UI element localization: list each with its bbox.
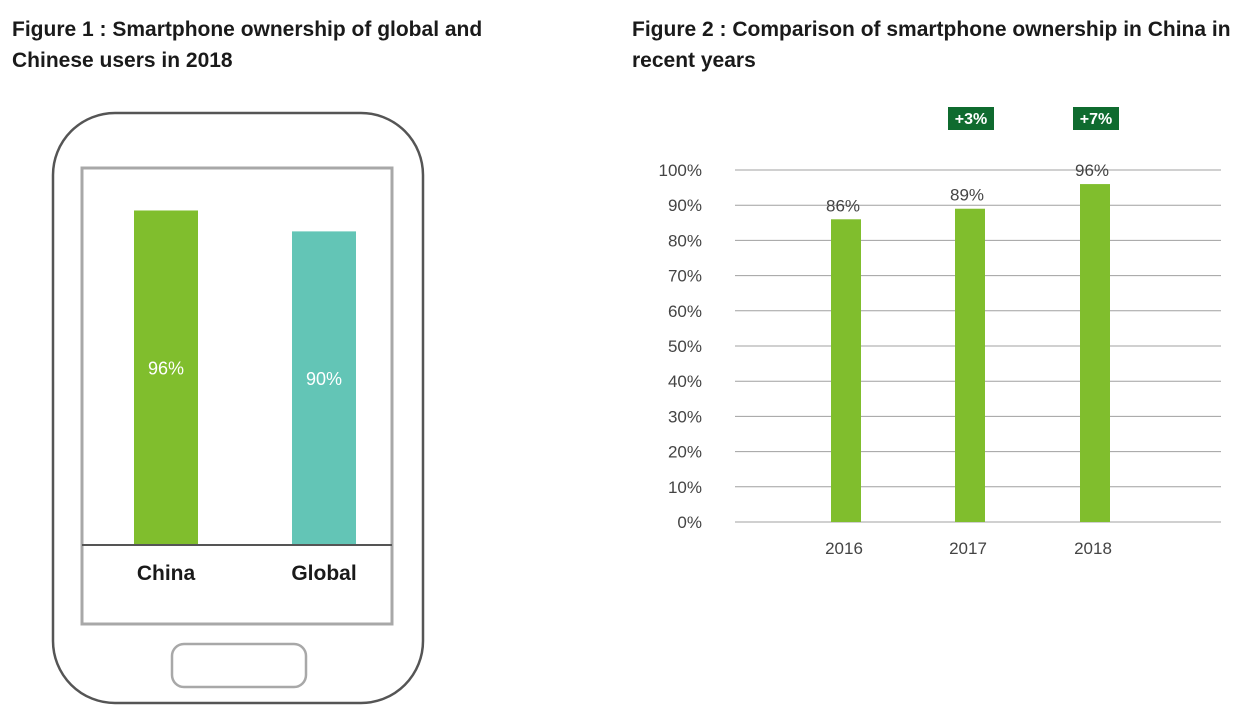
phone-screen [80, 166, 394, 626]
figure2-change-label: +7% [1080, 111, 1112, 128]
figure2-y-tick-label: 50% [668, 337, 702, 356]
figure1-bar-china [134, 210, 198, 545]
figure1-title: Figure 1 : Smartphone ownership of globa… [12, 18, 483, 72]
figure2-y-tick-label: 80% [668, 231, 702, 250]
figure1-category-label: China [137, 562, 196, 585]
phone-outline [51, 111, 425, 705]
figure2-title: Figure 2 : Comparison of smartphone owne… [632, 18, 1231, 72]
figure2-x-axis: 2016 2017 2018 [825, 539, 1112, 558]
figure2-y-tick-label: 60% [668, 302, 702, 321]
figure2-bar-2017 [955, 208, 985, 522]
figure2-y-axis: 0% 10% 20% 30% 40% 50% 60% 70% 80% 90% 100% [659, 161, 702, 532]
figure1-category-label: Global [291, 562, 356, 585]
figure2-bars [831, 184, 1110, 522]
figure1-value-label: 90% [306, 369, 342, 389]
figure2-value-labels: 86% 89% 96% [826, 161, 1109, 215]
figure1-bars: 96% 90% [134, 210, 356, 546]
figure2-change-badge [1073, 107, 1119, 130]
figure2-y-tick-label: 10% [668, 478, 702, 497]
figure2-y-tick-label: 90% [668, 196, 702, 215]
figure2-y-tick-label: 0% [677, 513, 702, 532]
figure1-category-labels: China Global [137, 562, 357, 585]
figure2-x-tick-label: 2016 [825, 539, 863, 558]
figure2-value-label: 89% [950, 186, 984, 205]
figure1-bar-global [292, 231, 356, 546]
figure2-value-label: 96% [1075, 161, 1109, 180]
figure2-change-badge [948, 107, 994, 130]
figure2-y-tick-label: 70% [668, 267, 702, 286]
figure2-x-tick-label: 2018 [1074, 539, 1112, 558]
figure2-bar-2016 [831, 219, 861, 522]
figure2-y-tick-label: 20% [668, 443, 702, 462]
figure2-change-label: +3% [955, 111, 987, 128]
figure2-change-badges: +3% +7% [948, 107, 1119, 130]
figure2-y-tick-label: 40% [668, 372, 702, 391]
figure2-x-tick-label: 2017 [949, 539, 987, 558]
figure1-value-label: 96% [148, 358, 184, 378]
figure2-y-tick-label: 30% [668, 407, 702, 426]
figure2-y-tick-label: 100% [659, 161, 702, 180]
figure2-bar-2018 [1080, 184, 1110, 522]
phone-home-button [170, 642, 308, 689]
figure2-value-label: 86% [826, 196, 860, 215]
